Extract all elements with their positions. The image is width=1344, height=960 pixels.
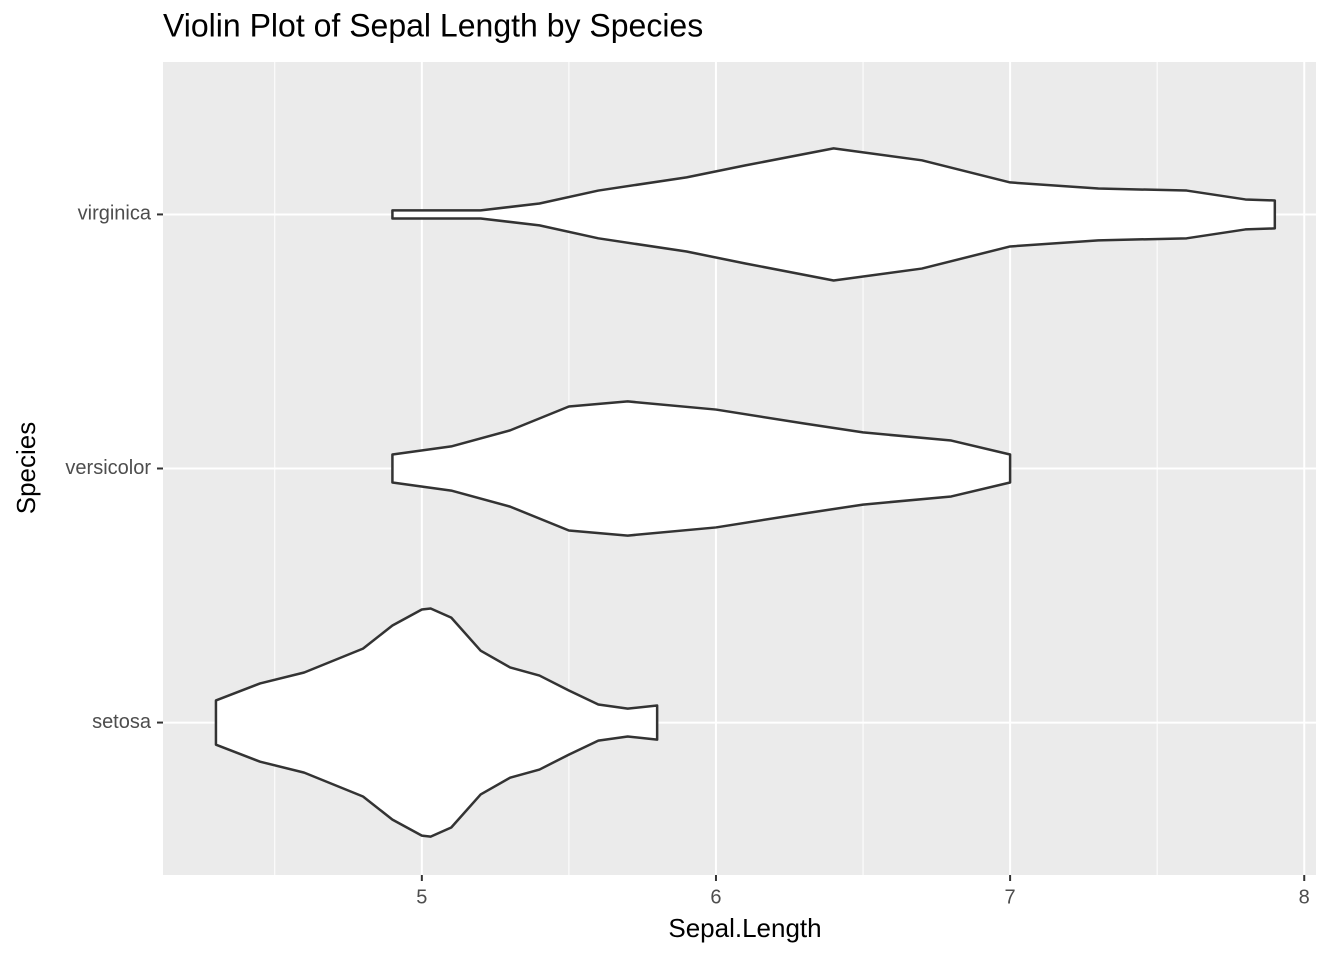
x-tick-label: 7 — [1005, 886, 1016, 908]
violin-body — [391, 147, 1277, 282]
violin-body — [214, 607, 659, 838]
x-tick-label: 5 — [416, 886, 427, 908]
x-tick-label: 6 — [710, 886, 721, 908]
y-tick-label: versicolor — [65, 457, 151, 479]
x-tick-label: 8 — [1299, 886, 1310, 908]
x-axis-title: Sepal.Length — [668, 913, 821, 943]
violin-body — [391, 400, 1012, 537]
y-tick-label: setosa — [92, 711, 152, 733]
y-axis-title: Species — [11, 422, 41, 515]
y-tick-label: virginica — [78, 203, 152, 225]
chart-title: Violin Plot of Sepal Length by Species — [163, 7, 703, 43]
